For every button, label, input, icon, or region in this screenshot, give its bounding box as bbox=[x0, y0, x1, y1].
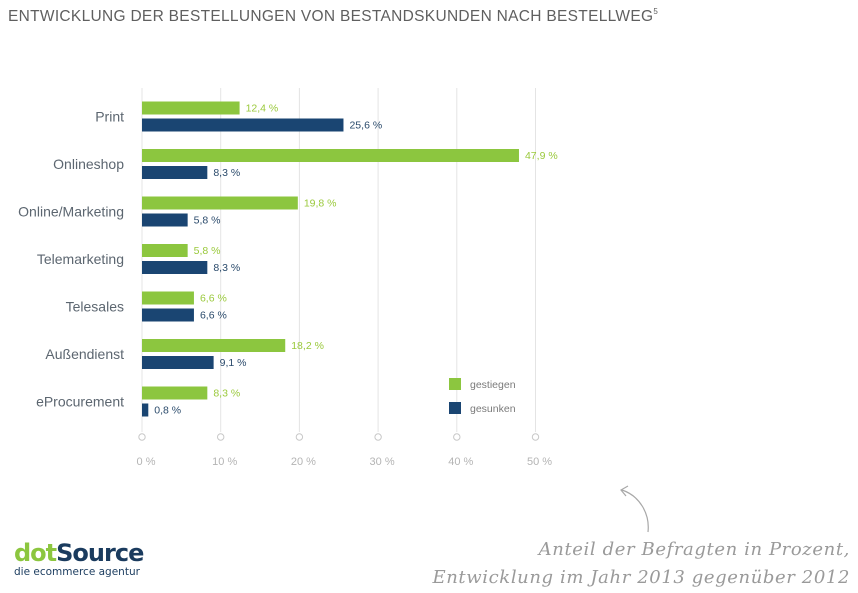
legend-swatch bbox=[449, 378, 461, 390]
data-label: 19,8 % bbox=[304, 198, 337, 210]
category-label: Telemarketing bbox=[37, 251, 124, 267]
category-label: Telesales bbox=[66, 299, 124, 315]
data-label: 47,9 % bbox=[525, 150, 558, 162]
legend-swatch bbox=[449, 402, 461, 414]
category-label: Online/Marketing bbox=[18, 204, 124, 220]
x-tick-label: 20 % bbox=[291, 456, 316, 468]
tick-marker bbox=[295, 433, 304, 441]
x-tick-label: 40 % bbox=[448, 456, 473, 468]
bar-gesunken bbox=[142, 213, 188, 227]
bar-gestiegen bbox=[142, 101, 240, 115]
bar-gesunken bbox=[142, 166, 208, 179]
legend-label: gestiegen bbox=[470, 379, 516, 391]
data-label: 8,3 % bbox=[213, 262, 240, 274]
category-label: Onlineshop bbox=[53, 156, 124, 172]
data-label: 18,2 % bbox=[291, 340, 324, 352]
tick-marker bbox=[138, 433, 146, 441]
tick-marker bbox=[217, 433, 225, 441]
curved-arrow-icon bbox=[620, 485, 649, 533]
logo-source-text: Source bbox=[56, 539, 144, 567]
logo-dot-text: dot bbox=[14, 539, 57, 567]
bar-gestiegen bbox=[142, 244, 188, 257]
bar-gestiegen bbox=[142, 149, 519, 162]
bar-gesunken bbox=[142, 356, 214, 369]
category-label: eProcurement bbox=[36, 394, 124, 410]
x-tick-label: 10 % bbox=[212, 456, 237, 468]
x-tick-label: 0 % bbox=[137, 456, 156, 468]
data-label: 0,8 % bbox=[154, 405, 181, 417]
dotsource-logo: dotSource die ecommerce agentur bbox=[14, 539, 144, 578]
data-label: 9,1 % bbox=[220, 357, 247, 369]
chart-title: ENTWICKLUNG DER BESTELLUNGEN VON BESTAND… bbox=[8, 7, 659, 26]
note-line-1: Anteil der Befragten in Prozent, bbox=[538, 539, 850, 560]
bar-gestiegen bbox=[142, 339, 286, 352]
data-label: 8,3 % bbox=[213, 388, 240, 400]
bar-gesunken bbox=[142, 118, 344, 132]
logo-tagline: die ecommerce agentur bbox=[14, 566, 140, 578]
bar-gestiegen bbox=[142, 291, 194, 305]
category-label: Außendienst bbox=[45, 346, 124, 362]
note-line-2: Entwicklung im Jahr 2013 gegenüber 2012 bbox=[432, 567, 850, 588]
chart-title-text: ENTWICKLUNG DER BESTELLUNGEN VON BESTAND… bbox=[8, 8, 654, 25]
data-label: 5,8 % bbox=[194, 215, 221, 227]
bar-gestiegen bbox=[142, 386, 208, 400]
bar-gesunken bbox=[142, 261, 208, 274]
title-footnote: 5 bbox=[653, 7, 659, 16]
tick-marker bbox=[453, 433, 461, 441]
data-label: 6,6 % bbox=[200, 310, 227, 322]
chart-note: Anteil der Befragten in Prozent, Entwick… bbox=[433, 536, 851, 592]
x-tick-label: 30 % bbox=[370, 456, 395, 468]
legend-label: gesunken bbox=[470, 403, 516, 415]
data-label: 25,6 % bbox=[349, 120, 382, 132]
bar-gesunken bbox=[142, 403, 149, 417]
category-label: Print bbox=[95, 109, 124, 125]
data-label: 8,3 % bbox=[213, 167, 240, 179]
bar-gestiegen bbox=[142, 196, 298, 210]
tick-marker bbox=[374, 433, 382, 441]
bar-gesunken bbox=[142, 308, 194, 322]
data-label: 12,4 % bbox=[246, 103, 279, 115]
data-label: 5,8 % bbox=[194, 245, 221, 257]
x-tick-label: 50 % bbox=[527, 456, 552, 468]
data-label: 6,6 % bbox=[200, 293, 227, 305]
tick-marker bbox=[531, 433, 540, 441]
